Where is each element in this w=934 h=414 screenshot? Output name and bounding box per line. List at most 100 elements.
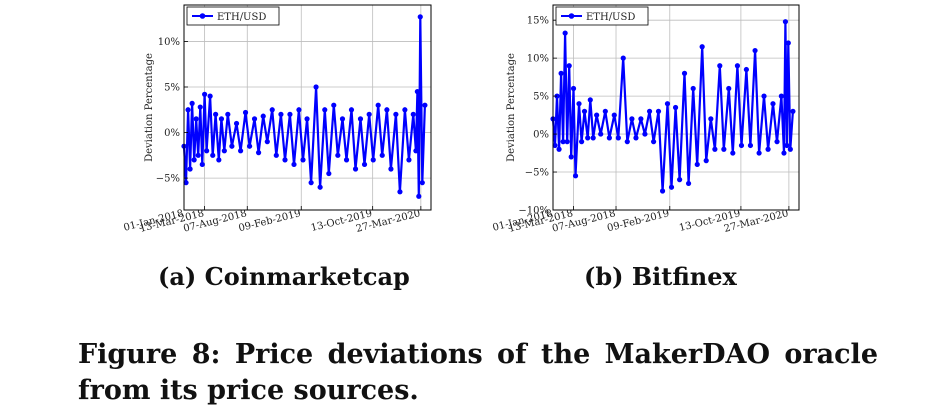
data-point xyxy=(562,30,568,36)
data-point xyxy=(417,14,423,20)
data-point xyxy=(579,139,585,145)
data-point xyxy=(703,158,709,164)
legend-label: ETH/USD xyxy=(586,12,635,23)
data-point xyxy=(199,161,205,168)
data-point xyxy=(752,47,758,54)
data-point xyxy=(590,135,596,141)
data-point xyxy=(221,148,227,154)
data-point xyxy=(708,116,714,122)
chart-b: −10%−5%0%5%10%15%01-Jan-201813-Mar-20180… xyxy=(492,4,800,235)
data-point xyxy=(570,85,577,92)
y-tick-label: −10% xyxy=(518,206,549,217)
data-point xyxy=(375,102,381,108)
data-point xyxy=(784,142,790,149)
data-point xyxy=(560,139,566,145)
data-point xyxy=(787,146,793,152)
y-tick-label: 0% xyxy=(164,128,180,139)
y-tick-label: 10% xyxy=(527,54,549,65)
data-point xyxy=(629,116,635,122)
data-point xyxy=(202,91,208,97)
data-point xyxy=(233,120,240,127)
legend-box xyxy=(186,6,280,26)
data-point xyxy=(237,148,244,154)
legend-swatch-marker xyxy=(568,13,575,19)
data-point xyxy=(650,139,657,145)
data-point xyxy=(348,107,355,113)
data-point xyxy=(246,143,253,149)
data-point xyxy=(781,150,787,156)
data-point xyxy=(189,100,195,106)
data-point xyxy=(370,157,376,163)
data-point xyxy=(191,157,197,163)
data-point xyxy=(388,166,394,172)
y-axis-title: Deviation Percentage xyxy=(506,53,517,162)
data-point xyxy=(782,19,789,25)
data-point xyxy=(304,116,310,122)
data-point xyxy=(642,131,648,137)
y-axis-title: Deviation Percentage xyxy=(144,53,155,162)
data-point xyxy=(659,188,666,194)
figure-plots: −5%0%5%10%01-Jan-201813-Mar-201807-Aug-2… xyxy=(123,4,800,235)
data-point xyxy=(564,139,570,145)
legend: ETH/USD xyxy=(555,6,649,26)
data-point xyxy=(213,111,219,117)
data-point xyxy=(646,108,653,114)
data-point xyxy=(743,66,749,73)
data-point xyxy=(419,180,425,186)
data-point xyxy=(352,166,359,172)
data-point xyxy=(785,40,791,46)
data-point xyxy=(207,93,213,99)
data-point xyxy=(282,157,288,163)
data-point xyxy=(756,150,762,156)
data-point xyxy=(296,107,302,113)
data-point xyxy=(699,44,705,50)
subcaption-b: (b) Bitfinex xyxy=(584,262,737,291)
legend-swatch-marker xyxy=(199,13,206,19)
data-point xyxy=(694,161,700,168)
data-point xyxy=(606,135,612,141)
data-point xyxy=(402,107,408,113)
data-point xyxy=(406,157,412,163)
data-point xyxy=(210,152,216,158)
x-tick-label: 09-Feb-2019 xyxy=(606,208,670,234)
data-point xyxy=(264,139,270,145)
plot-frame xyxy=(183,4,432,211)
data-point xyxy=(343,157,350,163)
data-point xyxy=(747,142,754,149)
data-point xyxy=(197,104,203,110)
y-tick-label: 10% xyxy=(158,37,180,48)
data-point xyxy=(690,85,696,92)
data-point xyxy=(738,142,745,149)
data-point xyxy=(638,116,644,122)
data-point xyxy=(774,139,780,145)
data-point xyxy=(193,116,199,122)
data-point xyxy=(615,135,621,141)
data-point xyxy=(269,107,275,113)
data-point xyxy=(195,152,201,158)
data-point xyxy=(717,63,723,69)
data-point xyxy=(685,180,692,187)
data-point xyxy=(730,150,736,156)
data-point xyxy=(681,70,688,76)
data-point xyxy=(183,180,189,186)
data-point xyxy=(397,189,403,195)
data-point xyxy=(273,152,279,158)
legend-box xyxy=(555,6,649,26)
figure-caption: Figure 8: Price deviations of the MakerD… xyxy=(78,339,878,406)
data-point xyxy=(287,111,293,117)
data-point xyxy=(300,157,306,163)
data-point xyxy=(602,108,608,114)
data-point xyxy=(255,150,262,156)
data-point xyxy=(326,170,332,177)
data-point xyxy=(568,154,574,160)
data-point xyxy=(335,152,341,158)
data-point xyxy=(366,111,372,117)
data-point xyxy=(572,173,579,179)
data-point xyxy=(552,142,558,149)
plot-frame xyxy=(552,4,800,211)
y-tick-label: 5% xyxy=(533,92,549,103)
data-point xyxy=(229,143,235,149)
data-point xyxy=(734,63,741,69)
data-point xyxy=(422,102,428,108)
